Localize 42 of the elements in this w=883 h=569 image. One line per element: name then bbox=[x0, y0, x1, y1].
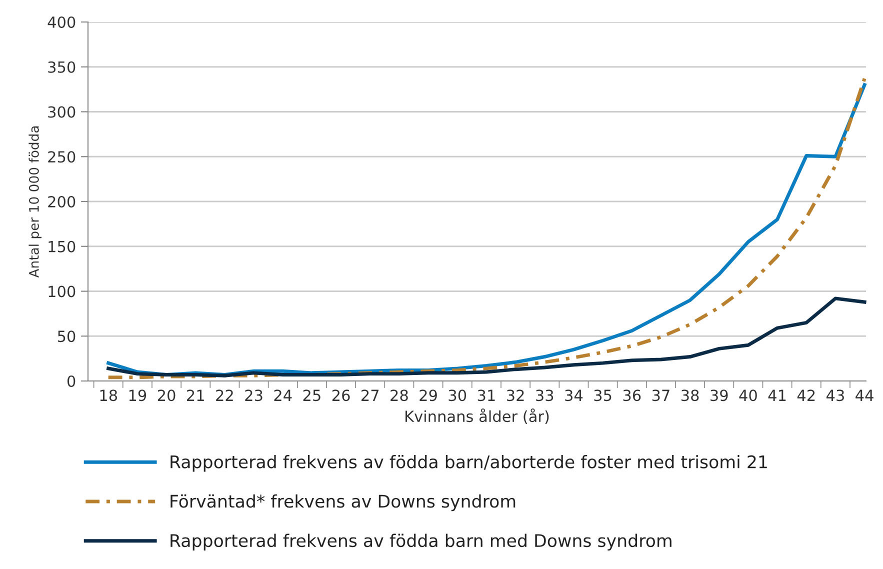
line-series bbox=[106, 296, 866, 378]
y-tick-label: 250 bbox=[48, 151, 76, 163]
x-tick-label: 39 bbox=[710, 390, 728, 402]
x-tick-label: 21 bbox=[187, 390, 204, 401]
x-tick-label: 37 bbox=[652, 390, 670, 402]
x-tick-label: 33 bbox=[536, 390, 554, 402]
x-tick-label: 32 bbox=[506, 390, 524, 402]
x-tick-label: 24 bbox=[274, 390, 292, 401]
y-tick-label: 200 bbox=[48, 196, 76, 208]
x-tick-label: 41 bbox=[768, 390, 786, 401]
y-tick-label: 150 bbox=[48, 240, 76, 252]
x-tick-label: 23 bbox=[245, 390, 262, 402]
y-tick-label: 100 bbox=[48, 286, 76, 298]
x-tick-label: 20 bbox=[158, 390, 176, 402]
x-tick-label: 40 bbox=[739, 390, 757, 402]
x-tick-label: 25 bbox=[303, 390, 320, 402]
x-tick-label: 26 bbox=[332, 390, 350, 402]
x-tick-label: 36 bbox=[623, 390, 641, 402]
y-tick-label: 350 bbox=[48, 61, 76, 73]
x-tick-label: 19 bbox=[129, 390, 146, 402]
x-tick-label: 43 bbox=[826, 390, 844, 402]
x-tick-label: 35 bbox=[594, 390, 612, 402]
x-tick-label: 27 bbox=[362, 390, 379, 401]
x-tick-label: 44 bbox=[856, 390, 874, 401]
x-tick-label: 22 bbox=[216, 390, 233, 401]
x-tick-label: 28 bbox=[390, 390, 408, 402]
legend-label: Förväntad* frekvens av Downs syndrom bbox=[170, 494, 516, 512]
y-tick-label: 300 bbox=[48, 106, 76, 118]
x-tick-label: 42 bbox=[797, 390, 815, 401]
y-axis-title: Antal per 10 000 födda bbox=[28, 126, 42, 278]
x-tick-label: 38 bbox=[681, 390, 699, 402]
legend-label: Rapporterad frekvens av födda barn med Downs syndrom bbox=[170, 534, 672, 551]
legend-label: Rapporterad frekvens av födda barn/aborterde foster med trisomi 21 bbox=[170, 454, 767, 472]
x-tick-label: 30 bbox=[448, 390, 466, 402]
y-tick-label: 50 bbox=[58, 330, 76, 342]
x-axis-title: Kvinnans ålder (år) bbox=[406, 408, 549, 424]
y-tick-label: 0 bbox=[67, 375, 76, 388]
x-tick-label: 34 bbox=[565, 390, 583, 402]
x-tick-label: 18 bbox=[100, 390, 118, 402]
x-tick-label: 29 bbox=[420, 390, 437, 402]
x-tick-label: 31 bbox=[478, 390, 495, 402]
y-tick-label: 400 bbox=[48, 16, 76, 28]
